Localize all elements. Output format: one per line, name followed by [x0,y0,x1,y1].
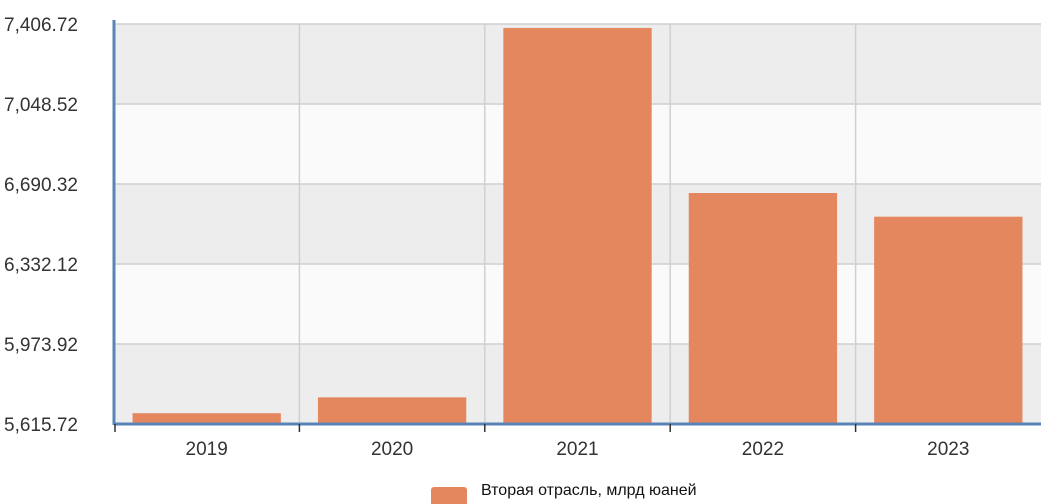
bar-2023[interactable] [874,216,1023,424]
y-tick-label: 6,690.32 [4,175,78,196]
x-tick-label: 2020 [371,439,413,460]
bar-2022[interactable] [688,193,838,424]
y-tick-label: 7,406.72 [4,15,78,36]
y-tick-label: 7,048.52 [4,95,78,116]
y-tick-label: 5,973.92 [4,335,78,356]
legend-swatch[interactable] [431,487,467,504]
x-tick-labels: 2019 2020 2021 2022 2023 [186,439,970,460]
x-tick-label: 2019 [186,439,228,460]
bar-2019[interactable] [132,413,281,424]
y-tick-label: 5,615.72 [4,415,78,436]
x-tick-label: 2023 [927,439,969,460]
x-tick-label: 2022 [742,439,784,460]
bars [132,27,1023,424]
axes [112,20,1041,432]
y-tick-labels: 5,615.72 5,973.92 6,332.12 6,690.32 7,048.52… [4,15,78,436]
x-tick-label: 2021 [556,439,598,460]
y-tick-label: 6,332.12 [4,255,78,276]
legend-label[interactable]: Вторая отрасль, млрд юаней [481,482,697,499]
legend[interactable]: Вторая отрасль, млрд юаней [431,482,697,504]
bar-2020[interactable] [317,397,467,424]
bar-2021[interactable] [503,27,652,424]
